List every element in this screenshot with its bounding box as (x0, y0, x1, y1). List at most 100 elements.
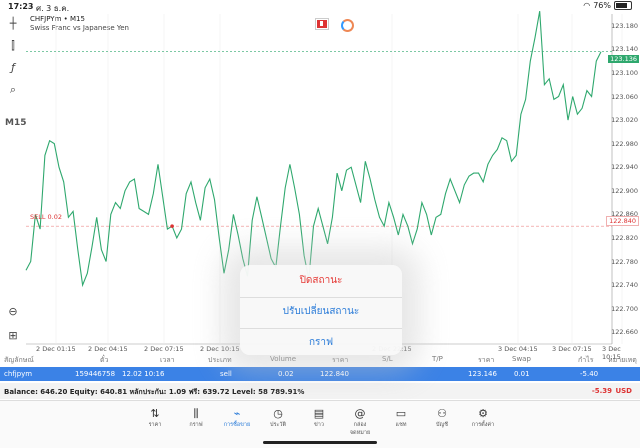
price-series-line (25, 11, 602, 288)
price-axis-label: 122.660 (611, 328, 638, 337)
price-axis-label: 123.180 (611, 21, 638, 30)
add-icon[interactable]: ⊞ (8, 329, 18, 342)
account-icon: ⚇ (437, 407, 447, 420)
pos-open-price: 122.840 (320, 370, 349, 378)
time-axis-label: 2 Dec 10:15 (200, 345, 240, 353)
chart-type-icon[interactable]: ⫿ (11, 39, 15, 52)
position-action-sheet: ปิดสถานะ ปรับเปลี่ยนสถานะ กราฟ (240, 265, 402, 355)
nav-label: ข่าว (314, 422, 324, 428)
sell-order-label: SELL 0.02 (30, 213, 63, 221)
indicators-icon[interactable]: ƒ (11, 61, 15, 74)
nav-label: แชท (395, 422, 407, 428)
currency: USD (615, 387, 632, 395)
settings-icon: ⚙ (478, 407, 488, 420)
nav-item-chat[interactable]: ▭ แชท (386, 407, 416, 429)
candles-icon: ⫼ (193, 407, 199, 420)
pos-symbol: chfjpym (4, 370, 33, 378)
open-price-tag: 122.840 (606, 216, 639, 226)
close-position-button[interactable]: ปิดสถานะ (299, 275, 343, 286)
bottom-nav: ⇅ ราคา ⫼ กราฟ ⌁ การซื้อขาย ◷ ประวัติ ▤ ข่าว @ กล่อง… (0, 400, 640, 448)
table-header-cell: T/P (432, 355, 443, 363)
battery-percent: 76% (593, 1, 611, 10)
nav-label: บัญชี (436, 422, 448, 428)
price-axis-label: 123.100 (611, 68, 638, 77)
price-axis-label: 122.780 (611, 257, 638, 266)
modify-position-button[interactable]: ปรับเปลี่ยนสถานะ (282, 306, 360, 317)
zoom-icon[interactable]: ⊖ (8, 305, 18, 318)
table-header-cell: หมายเหตุ (608, 356, 637, 364)
nav-label: กล่องจดหมาย (349, 422, 371, 436)
balance-row: Balance: 646.20 Equity: 640.81 หลักประกั… (0, 383, 640, 399)
mail-icon: @ (354, 407, 366, 420)
nav-item-news[interactable]: ▤ ข่าว (304, 407, 334, 429)
pos-swap: 0.01 (514, 370, 530, 378)
battery-icon (614, 1, 632, 10)
chart-subtitle: Swiss Franc vs Japanese Yen (30, 24, 129, 32)
time-axis-label: 2 Dec 04:15 (88, 345, 128, 353)
nav-item-mail[interactable]: @ กล่องจดหมาย (345, 407, 375, 437)
nav-label: การซื้อขาย (223, 422, 251, 428)
table-header-cell: Swap (512, 355, 531, 363)
entry-point-marker (170, 224, 174, 228)
pos-price: 123.146 (468, 370, 497, 378)
quotes-icon: ⇅ (150, 407, 160, 420)
trade-icon: ⌁ (233, 407, 241, 420)
price-axis-label: 122.900 (611, 186, 638, 195)
status-right: ◠ 76% (583, 1, 632, 10)
sheet-divider (240, 297, 402, 298)
pos-volume: 0.02 (278, 370, 294, 378)
time-axis-label: 2 Dec 01:15 (36, 345, 76, 353)
price-axis-label: 122.980 (611, 139, 638, 148)
wifi-icon: ◠ (583, 1, 591, 10)
time-axis-label: 3 Dec 07:15 (552, 345, 592, 353)
swiss-flag-icon (316, 19, 328, 29)
table-header-cell: S/L (382, 355, 393, 363)
nav-item-trade[interactable]: ⌁ การซื้อขาย (222, 407, 252, 429)
nav-label: กราฟ (189, 422, 203, 428)
price-axis-label: 123.140 (611, 45, 638, 54)
pos-time: 12.02 10:16 (122, 370, 165, 378)
history-icon: ◷ (273, 407, 283, 420)
table-header-cell: ราคา (332, 356, 349, 364)
home-indicator (263, 441, 377, 444)
status-time: 17:23 (8, 2, 34, 11)
table-header-cell: กำไร (578, 356, 594, 364)
pos-type: sell (220, 370, 232, 378)
position-row[interactable]: chfjpym 159446758 12.02 10:16 sell 0.02 … (0, 367, 640, 381)
positions-header: สัญลักษณ์ ตั๋ว เวลา ประเภท Volume ราคา S/L T/P ร… (0, 353, 640, 366)
price-axis-label: 123.020 (611, 116, 638, 125)
price-axis-label: 122.940 (611, 163, 638, 172)
table-header-cell: สัญลักษณ์ (4, 356, 34, 364)
table-header-cell: เวลา (160, 356, 175, 364)
time-axis-label: 2 Dec 07:15 (144, 345, 184, 353)
nav-label: ประวัติ (269, 422, 287, 428)
price-axis-label: 123.060 (611, 92, 638, 101)
left-toolbar: ┼ ⫿ ƒ ⌕ M15 ⊖ ⊞ (0, 14, 26, 346)
pos-profit: -5.40 (580, 370, 599, 378)
nav-item-settings[interactable]: ⚙ การตั้งค่า (468, 407, 498, 429)
crosshair-icon[interactable]: ┼ (9, 17, 17, 30)
chart-button[interactable]: กราฟ (308, 337, 334, 348)
balance-text: Balance: 646.20 Equity: 640.81 หลักประกั… (4, 388, 305, 396)
nav-item-candles[interactable]: ⫼ กราฟ (181, 407, 211, 429)
time-axis-label: 3 Dec 04:15 (498, 345, 538, 353)
price-axis-label: 122.820 (611, 233, 638, 242)
table-header-cell: ราคา (478, 356, 495, 364)
nav-item-account[interactable]: ⚇ บัญชี (427, 407, 457, 429)
price-axis-label: 122.700 (611, 304, 638, 313)
table-header-cell: ตั๋ว (100, 356, 109, 364)
objects-icon[interactable]: ⌕ (9, 83, 17, 96)
nav-item-history[interactable]: ◷ ประวัติ (263, 407, 293, 429)
price-axis-label: 122.860 (611, 210, 638, 219)
table-header-cell: ประเภท (208, 356, 232, 364)
nav-item-quotes[interactable]: ⇅ ราคา (140, 407, 170, 429)
status-bar: 17:23 ศ. 3 ธ.ค. ◠ 76% (0, 0, 640, 14)
time-axis-label: 3 Dec 10:15 (602, 345, 621, 361)
price-axis-label: 122.740 (611, 281, 638, 290)
timeframe-button[interactable]: M15 (5, 118, 27, 128)
pos-ticket: 159446758 (75, 370, 116, 378)
total-profit: -5.39 (591, 387, 612, 395)
current-price-tag: 123.136 (608, 55, 639, 63)
chart-title: CHFJPYm • M15 (30, 15, 85, 23)
